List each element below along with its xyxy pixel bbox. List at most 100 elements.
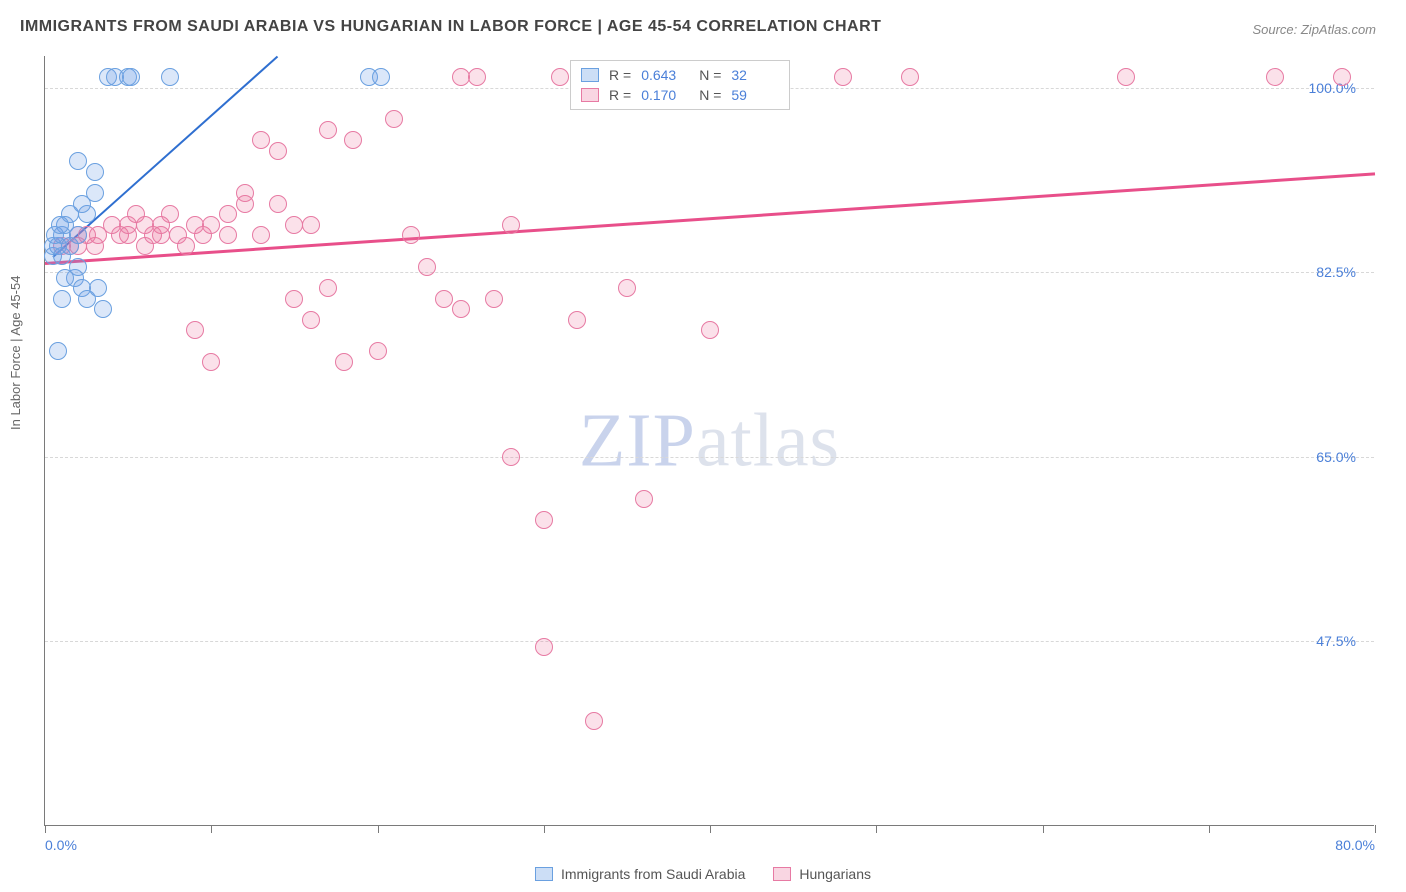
x-tick-mark [710,825,711,833]
data-point [56,269,74,287]
data-point [86,163,104,181]
data-point [335,353,353,371]
legend-item-series2: Hungarians [773,866,871,882]
data-point [202,353,220,371]
data-point [69,226,87,244]
data-point [435,290,453,308]
watermark-zip: ZIP [579,398,696,482]
data-point [202,216,220,234]
data-point [485,290,503,308]
data-point [161,205,179,223]
data-point [236,184,254,202]
x-tick-mark [876,825,877,833]
gridline [45,641,1374,642]
gridline [45,457,1374,458]
data-point [901,68,919,86]
x-tick-mark [45,825,46,833]
data-point [252,131,270,149]
data-point [635,490,653,508]
data-point [89,279,107,297]
data-point [1117,68,1135,86]
n-label: N = [699,87,721,103]
watermark-atlas: atlas [696,398,840,482]
n-value-series2: 59 [731,87,779,103]
data-point [219,226,237,244]
x-tick-mark [1209,825,1210,833]
y-tick-label: 47.5% [1316,633,1356,649]
stats-row-series2: R = 0.170 N = 59 [581,85,779,105]
data-point [152,226,170,244]
legend-swatch-series2 [773,867,791,881]
data-point [94,300,112,318]
y-tick-label: 65.0% [1316,449,1356,465]
x-tick-mark [1043,825,1044,833]
data-point [502,448,520,466]
source-attribution: Source: ZipAtlas.com [1252,22,1376,37]
legend-swatch-series1 [535,867,553,881]
r-label: R = [609,87,631,103]
x-tick-mark [378,825,379,833]
data-point [344,131,362,149]
data-point [69,152,87,170]
data-point [568,311,586,329]
n-value-series1: 32 [731,67,779,83]
x-tick-label: 0.0% [45,837,77,853]
data-point [452,68,470,86]
data-point [73,195,91,213]
data-point [302,216,320,234]
stats-box: R = 0.643 N = 32 R = 0.170 N = 59 [570,60,790,110]
chart-title: IMMIGRANTS FROM SAUDI ARABIA VS HUNGARIA… [20,18,881,36]
r-label: R = [609,67,631,83]
data-point [452,300,470,318]
plot-area: ZIPatlas 47.5%65.0%82.5%100.0%0.0%80.0% [44,56,1374,826]
x-tick-mark [211,825,212,833]
data-point [177,237,195,255]
watermark: ZIPatlas [579,397,840,484]
data-point [219,205,237,223]
data-point [701,321,719,339]
r-value-series2: 0.170 [641,87,689,103]
data-point [53,290,71,308]
data-point [551,68,569,86]
data-point [585,712,603,730]
data-point [51,216,69,234]
data-point [502,216,520,234]
data-point [319,121,337,139]
data-point [119,226,137,244]
y-axis-label: In Labor Force | Age 45-54 [8,276,23,430]
legend-item-series1: Immigrants from Saudi Arabia [535,866,745,882]
data-point [285,290,303,308]
data-point [186,321,204,339]
data-point [1333,68,1351,86]
swatch-series2 [581,88,599,102]
swatch-series1 [581,68,599,82]
data-point [49,342,67,360]
data-point [468,68,486,86]
data-point [269,142,287,160]
r-value-series1: 0.643 [641,67,689,83]
data-point [385,110,403,128]
x-tick-mark [544,825,545,833]
data-point [285,216,303,234]
data-point [369,342,387,360]
n-label: N = [699,67,721,83]
data-point [302,311,320,329]
data-point [161,68,179,86]
data-point [319,279,337,297]
data-point [535,511,553,529]
gridline [45,272,1374,273]
data-point [618,279,636,297]
y-tick-label: 82.5% [1316,264,1356,280]
data-point [122,68,140,86]
data-point [1266,68,1284,86]
data-point [834,68,852,86]
data-point [252,226,270,244]
x-tick-mark [1375,825,1376,833]
legend: Immigrants from Saudi Arabia Hungarians [535,866,871,882]
data-point [535,638,553,656]
data-point [269,195,287,213]
legend-label-series2: Hungarians [799,866,871,882]
x-tick-label: 80.0% [1335,837,1375,853]
data-point [402,226,420,244]
data-point [372,68,390,86]
